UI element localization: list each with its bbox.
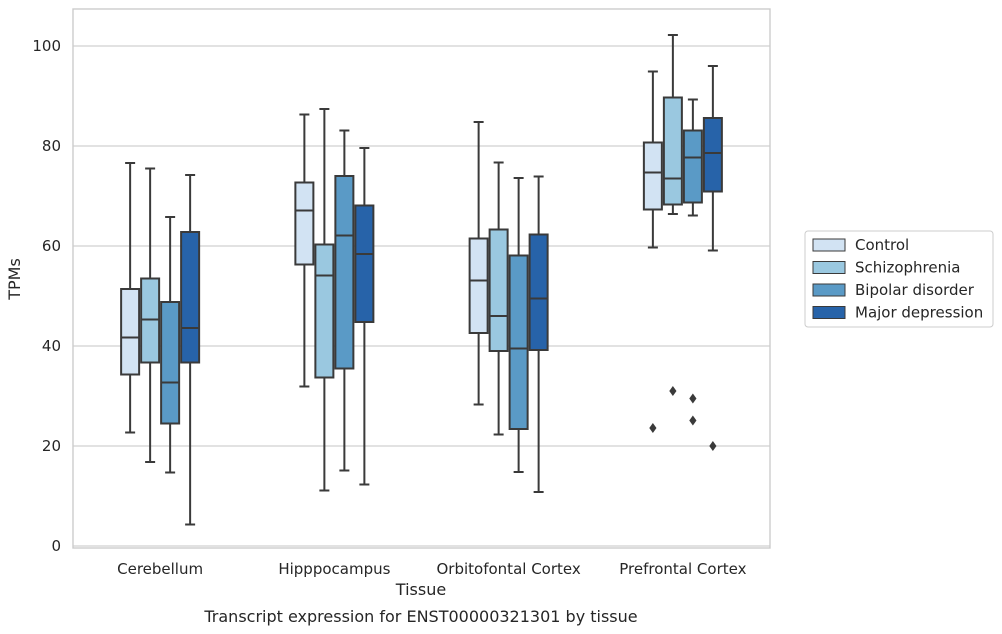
x-axis-label: Tissue [395, 580, 446, 599]
y-tick-label: 20 [42, 437, 61, 455]
y-tick-label: 100 [32, 37, 61, 55]
box [294, 113, 315, 388]
outlier-point [689, 415, 697, 426]
box-iqr [180, 231, 201, 364]
legend-swatch [812, 283, 846, 297]
box-iqr [334, 175, 355, 370]
box-iqr [120, 288, 141, 376]
y-tick-label: 40 [42, 337, 61, 355]
box [160, 216, 181, 474]
box [120, 162, 141, 434]
y-tick-label: 80 [42, 137, 61, 155]
x-tick-label: Hipppocampus [278, 560, 390, 578]
box-iqr [468, 237, 489, 334]
y-tick-label: 0 [51, 537, 61, 555]
legend-entry-label: Bipolar disorder [855, 281, 975, 299]
x-tick-label: Orbitofontal Cortex [437, 560, 581, 578]
box [642, 70, 663, 433]
outlier-point [649, 423, 657, 433]
box-iqr [294, 181, 315, 266]
box [662, 34, 683, 396]
legend-entry-label: Schizophrenia [855, 259, 960, 277]
box-iqr [642, 141, 663, 211]
box [140, 167, 161, 463]
legend-entry-label: Control [855, 236, 909, 254]
box-iqr [314, 243, 335, 379]
box [528, 175, 549, 493]
box-iqr [682, 129, 703, 204]
outlier-point [689, 393, 697, 404]
x-tick-label: Prefrontal Cortex [619, 560, 746, 578]
box [508, 177, 529, 473]
box-iqr [160, 301, 181, 425]
box-iqr [662, 96, 683, 206]
legend-swatch [812, 261, 846, 274]
legend-entry-label: Major depression [855, 304, 983, 322]
y-tick-label: 60 [42, 237, 61, 255]
box [314, 108, 335, 492]
box [468, 121, 489, 406]
x-tick-label: Cerebellum [117, 560, 203, 578]
legend-swatch [812, 306, 846, 319]
box [180, 174, 201, 526]
x-tick-labels: Cerebellum Hipppocampus Orbitofontal Corte… [117, 560, 746, 578]
y-tick-labels: 0 20 40 60 80 100 [32, 37, 61, 555]
legend-swatch [812, 238, 846, 252]
box [354, 147, 375, 486]
outlier-point [669, 386, 677, 396]
box [488, 161, 509, 436]
box [702, 65, 723, 451]
box [334, 129, 355, 472]
legend: Control Schizophrenia Bipolar disorder Majo… [804, 230, 994, 328]
outlier-point [709, 441, 717, 451]
box-iqr [488, 228, 509, 352]
boxes [120, 34, 723, 526]
box-iqr [528, 233, 549, 351]
box-iqr [354, 204, 375, 323]
y-axis-label: TPMs [5, 258, 24, 301]
plot-area-frame [72, 8, 771, 549]
box [682, 98, 703, 426]
box-iqr [702, 117, 723, 193]
chart-caption: Transcript expression for ENST0000032130… [203, 607, 637, 626]
box-iqr [508, 254, 529, 430]
legend-frame [804, 230, 994, 328]
